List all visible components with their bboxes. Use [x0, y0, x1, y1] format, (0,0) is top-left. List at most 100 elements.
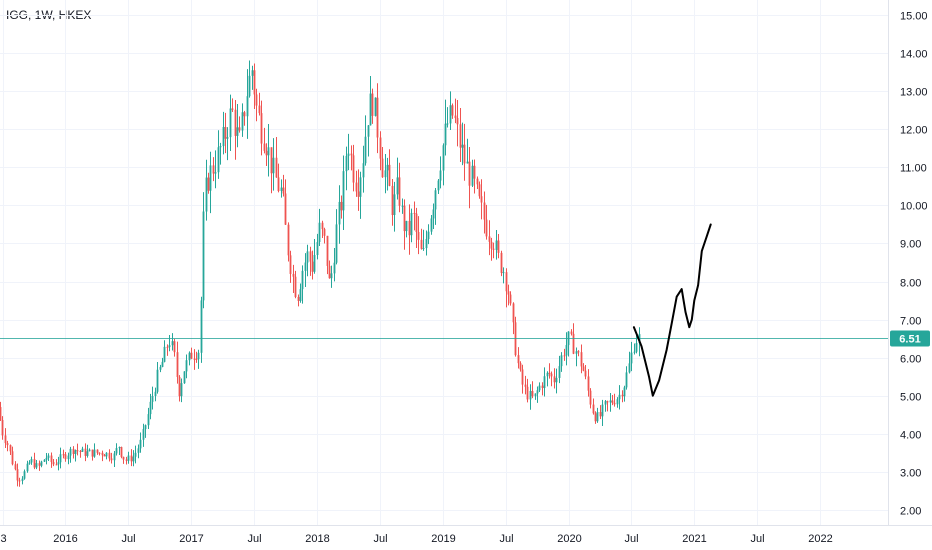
candle-body: [326, 235, 329, 266]
candle: [338, 185, 341, 244]
candle-body: [401, 205, 404, 207]
projection-drawing[interactable]: [632, 223, 712, 397]
candle: [449, 91, 452, 130]
candle-body: [582, 366, 585, 371]
candle-body: [76, 450, 79, 452]
candle: [350, 145, 353, 171]
candle: [492, 242, 495, 259]
candle: [584, 364, 587, 380]
candle: [304, 253, 307, 288]
candle-body: [333, 262, 336, 274]
candle-body: [521, 369, 524, 385]
time-tick-label: 2022: [808, 533, 832, 545]
price-tick-label: 4.00: [900, 430, 921, 442]
candle-body: [371, 93, 374, 116]
candle: [309, 246, 312, 276]
candle: [137, 444, 140, 459]
candle: [156, 362, 159, 394]
candle-body: [47, 455, 50, 458]
candle-body: [558, 366, 561, 378]
candle-body: [442, 145, 445, 171]
candle: [280, 179, 283, 198]
candle: [398, 162, 401, 213]
candle: [541, 382, 544, 396]
candle: [606, 400, 609, 412]
candle-body: [105, 452, 108, 457]
candle-body: [335, 224, 338, 263]
candle-body: [21, 478, 24, 481]
candle-body: [147, 414, 150, 426]
candle: [52, 459, 55, 467]
candle-body: [226, 137, 229, 139]
candle: [616, 397, 619, 408]
candle: [159, 364, 162, 373]
candle: [507, 284, 510, 306]
candle: [442, 143, 445, 186]
current-price-tag-box: [890, 330, 930, 347]
candle: [451, 103, 454, 119]
candle: [347, 133, 350, 171]
candle-body: [229, 108, 232, 138]
candle-body: [500, 252, 503, 273]
candle-body: [207, 177, 210, 191]
candle: [326, 235, 329, 275]
price-tick-label: 7.00: [900, 316, 921, 328]
candle: [21, 476, 24, 485]
candle: [255, 88, 258, 122]
candle: [154, 387, 157, 402]
candle-body: [231, 108, 234, 110]
candle-body: [253, 70, 256, 95]
candle-body: [502, 272, 505, 274]
candle-body: [176, 352, 179, 377]
candle: [219, 142, 222, 165]
candle-body: [263, 143, 266, 151]
candle: [72, 446, 75, 459]
candle-body: [427, 231, 430, 240]
candle: [176, 341, 179, 384]
price-tick-label: 11.00: [900, 163, 927, 175]
time-axis[interactable]: 3 2016 Jul 2017 Jul 2018 Jul 2019 Jul 2020 Jul 2021…: [0, 533, 832, 545]
candle-body: [151, 396, 154, 402]
candle-body: [142, 429, 145, 440]
candle: [64, 451, 67, 462]
time-tick-label: 2021: [682, 533, 706, 545]
candle: [580, 344, 583, 374]
candle: [345, 146, 348, 191]
candle: [4, 428, 7, 448]
candle-body: [183, 371, 186, 384]
candle-body: [633, 351, 636, 353]
candle-body: [611, 400, 614, 403]
price-axis[interactable]: 2.00 3.00 4.00 5.00 6.00 7.00 8.00 9.00 10.00 11.…: [900, 11, 928, 518]
candle-body: [137, 448, 140, 453]
candle-body: [410, 212, 413, 236]
candle: [454, 98, 457, 124]
candle-body: [222, 126, 225, 147]
candle-body: [330, 273, 333, 279]
candle-body: [86, 451, 89, 456]
candle-body: [1, 419, 4, 436]
candle: [604, 400, 607, 412]
candle-body: [125, 459, 128, 461]
candle: [497, 234, 500, 259]
candle-body: [480, 196, 483, 203]
candle-body: [132, 456, 135, 462]
time-tick-label: Jul: [373, 533, 387, 545]
candle: [543, 367, 546, 397]
candle: [197, 349, 200, 369]
candle-body: [118, 447, 121, 449]
candle: [88, 448, 91, 452]
candle: [287, 222, 290, 262]
candle: [69, 446, 72, 463]
candle-body: [166, 346, 169, 348]
time-tick-label: Jul: [247, 533, 261, 545]
candle-body: [241, 112, 244, 131]
candle: [335, 209, 338, 265]
candle-body: [456, 118, 459, 125]
candle: [248, 60, 251, 98]
candle: [81, 446, 84, 452]
candle: [563, 348, 566, 361]
candle-body: [219, 146, 222, 148]
candle: [272, 138, 275, 191]
candle: [550, 371, 553, 387]
